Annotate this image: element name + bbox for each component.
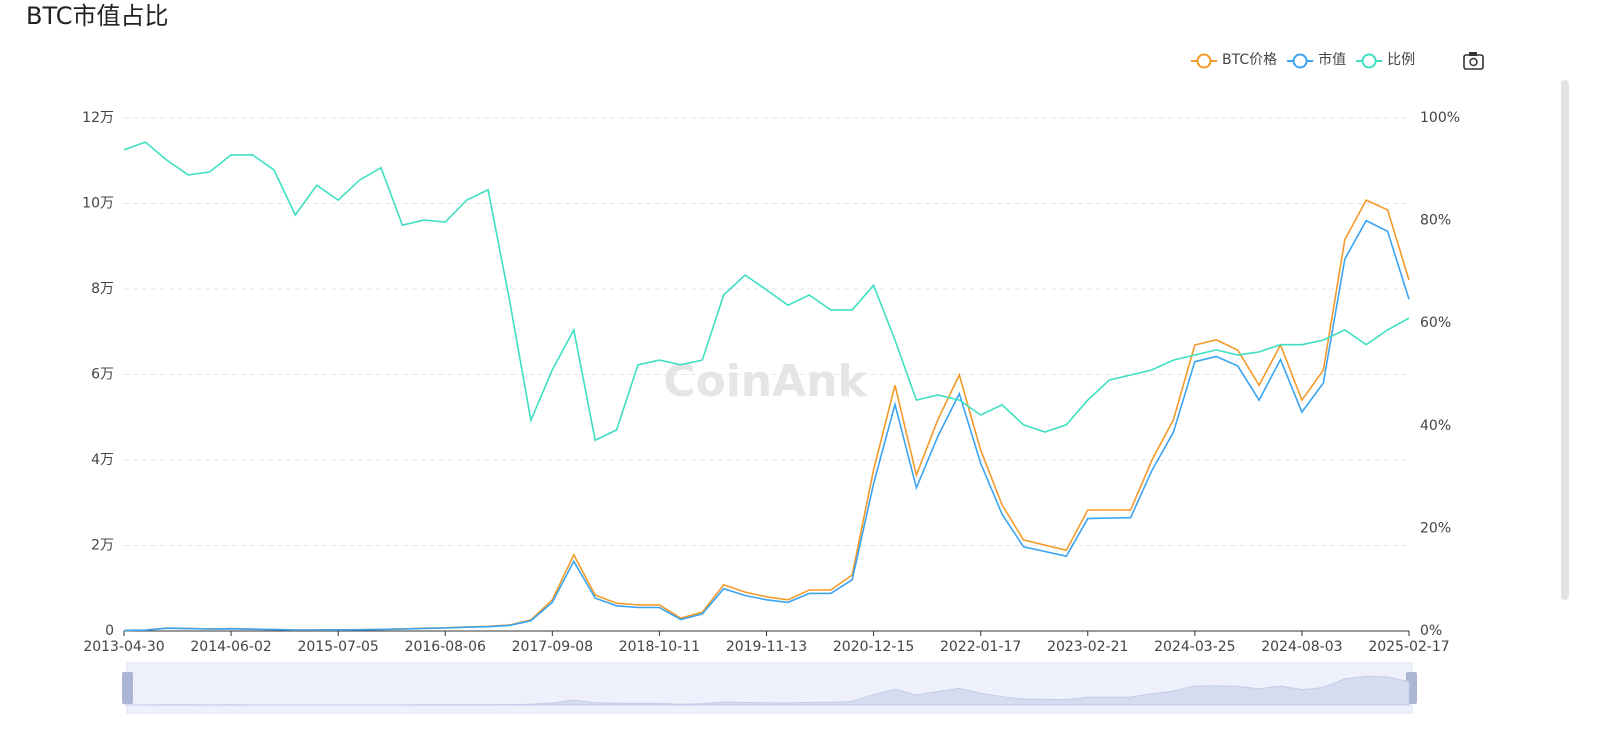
legend-item[interactable]: 市值 — [1287, 51, 1346, 69]
series-line — [123, 141, 1410, 442]
scrollbar — [1561, 80, 1569, 600]
x-tick-label: 2018-10-11 — [619, 639, 700, 655]
y-tick-label: 10万 — [82, 196, 114, 212]
y2-tick-label: 20% — [1420, 520, 1451, 536]
legend-marker — [1361, 53, 1377, 69]
y-tick-label: 2万 — [91, 538, 114, 554]
legend-item[interactable]: BTC价格 — [1191, 52, 1277, 69]
x-tick-label: 2016-08-06 — [405, 639, 486, 655]
y2-tick-label: 0% — [1420, 623, 1442, 639]
series-line — [123, 199, 1410, 632]
legend-label: 市值 — [1318, 51, 1346, 68]
chart-title: BTC市值占比 — [26, 2, 168, 30]
legend-label: BTC价格 — [1222, 52, 1277, 68]
x-tick-label: 2024-08-03 — [1261, 639, 1342, 655]
legend-item[interactable]: 比例 — [1356, 52, 1415, 69]
slider-preview — [123, 675, 1410, 706]
x-tick-label: 2020-12-15 — [833, 639, 914, 655]
x-tick-label: 2013-04-30 — [83, 639, 164, 655]
y-tick-label: 0 — [105, 623, 114, 639]
y2-tick-label: 40% — [1420, 418, 1451, 434]
x-tick-label: 2023-02-21 — [1047, 639, 1128, 655]
x-tick-label: 2025-02-17 — [1368, 639, 1449, 655]
legend-marker — [1196, 53, 1212, 69]
watermark: CoinAnk — [663, 356, 868, 407]
x-tick-label: 2022-01-17 — [940, 639, 1021, 655]
y2-tick-label: 80% — [1420, 213, 1451, 229]
x-tick-label: 2015-07-05 — [297, 639, 378, 655]
x-tick-label: 2019-11-13 — [726, 639, 807, 655]
y2-tick-label: 60% — [1420, 315, 1451, 331]
x-tick-label: 2017-09-08 — [512, 639, 593, 655]
x-tick-label: 2014-06-02 — [190, 639, 271, 655]
camera-icon[interactable] — [1463, 52, 1484, 70]
y-tick-label: 4万 — [91, 452, 114, 468]
y2-tick-label: 100% — [1420, 110, 1460, 126]
legend-marker — [1292, 53, 1308, 69]
legend-label: 比例 — [1387, 52, 1415, 68]
y-tick-label: 6万 — [91, 367, 114, 383]
x-tick-label: 2024-03-25 — [1154, 639, 1235, 655]
y-tick-label: 8万 — [91, 281, 114, 297]
y-tick-label: 12万 — [82, 110, 114, 126]
series-line — [123, 219, 1410, 632]
